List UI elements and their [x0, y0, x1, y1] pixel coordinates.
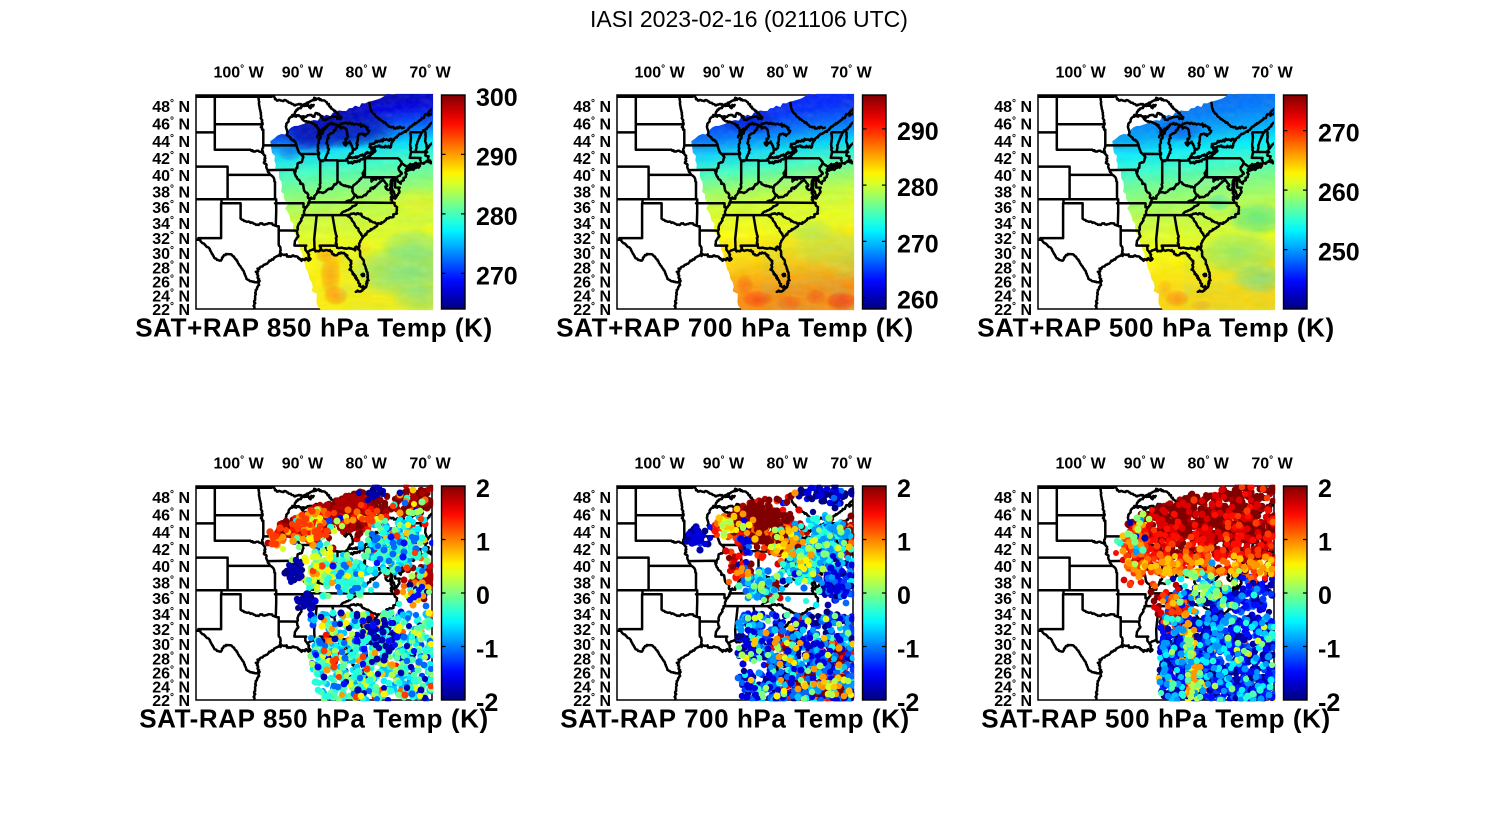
svg-text:100° W: 100° W [634, 64, 685, 82]
svg-text:290: 290 [476, 143, 518, 171]
svg-text:IASI 2023-02-16 (021106 UTC): IASI 2023-02-16 (021106 UTC) [590, 6, 908, 32]
svg-text:SAT+RAP 700 hPa Temp (K): SAT+RAP 700 hPa Temp (K) [556, 313, 914, 343]
svg-text:90° W: 90° W [703, 455, 745, 473]
svg-text:100° W: 100° W [634, 455, 685, 473]
svg-text:2: 2 [476, 475, 490, 503]
svg-text:2: 2 [897, 475, 911, 503]
svg-text:70° W: 70° W [1251, 64, 1293, 82]
svg-text:90° W: 90° W [282, 455, 324, 473]
svg-text:SAT+RAP 500 hPa Temp (K): SAT+RAP 500 hPa Temp (K) [977, 313, 1335, 343]
svg-text:80° W: 80° W [346, 64, 388, 82]
svg-text:1: 1 [897, 529, 911, 557]
svg-text:-1: -1 [476, 636, 498, 664]
svg-text:260: 260 [1318, 179, 1360, 207]
svg-text:270: 270 [1318, 120, 1360, 148]
svg-text:90° W: 90° W [282, 64, 324, 82]
svg-text:270: 270 [897, 230, 939, 258]
svg-text:100° W: 100° W [213, 455, 264, 473]
svg-text:-1: -1 [897, 636, 919, 664]
svg-text:0: 0 [476, 582, 490, 610]
svg-text:90° W: 90° W [1124, 64, 1166, 82]
svg-text:290: 290 [897, 118, 939, 146]
svg-text:100° W: 100° W [213, 64, 264, 82]
svg-text:80° W: 80° W [767, 64, 809, 82]
svg-text:80° W: 80° W [346, 455, 388, 473]
svg-text:280: 280 [897, 174, 939, 202]
svg-text:70° W: 70° W [830, 64, 872, 82]
svg-text:260: 260 [897, 287, 939, 315]
svg-text:80° W: 80° W [1188, 64, 1230, 82]
svg-text:SAT-RAP 700 hPa Temp (K): SAT-RAP 700 hPa Temp (K) [560, 704, 910, 734]
svg-text:70° W: 70° W [409, 64, 451, 82]
svg-text:100° W: 100° W [1055, 64, 1106, 82]
svg-text:250: 250 [1318, 239, 1360, 267]
svg-text:SAT-RAP 850 hPa Temp (K): SAT-RAP 850 hPa Temp (K) [139, 704, 489, 734]
svg-text:270: 270 [476, 262, 518, 290]
svg-text:70° W: 70° W [830, 455, 872, 473]
svg-text:280: 280 [476, 203, 518, 231]
svg-text:1: 1 [476, 529, 490, 557]
svg-text:SAT+RAP 850 hPa Temp (K): SAT+RAP 850 hPa Temp (K) [135, 313, 493, 343]
svg-text:0: 0 [897, 582, 911, 610]
svg-text:80° W: 80° W [767, 455, 809, 473]
svg-text:300: 300 [476, 84, 518, 112]
svg-text:90° W: 90° W [703, 64, 745, 82]
svg-text:70° W: 70° W [409, 455, 451, 473]
